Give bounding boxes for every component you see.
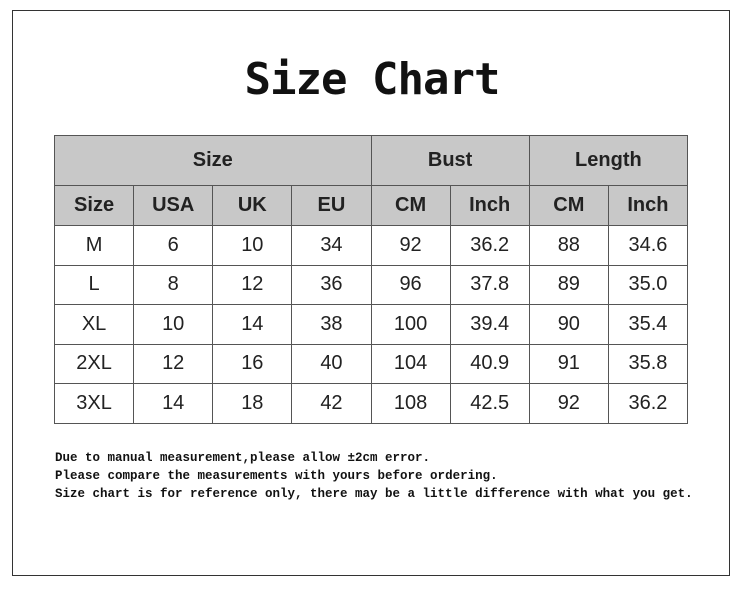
column-header: Inch — [449, 185, 530, 226]
table-cell: 104 — [370, 343, 451, 384]
table-cell: 38 — [291, 304, 372, 345]
column-header: USA — [133, 185, 214, 226]
table-cell: 92 — [528, 383, 609, 424]
table-cell: 34 — [291, 225, 372, 266]
table-cell: 40 — [291, 343, 372, 384]
notes: Due to manual measurement,please allow ±… — [55, 449, 693, 503]
table-row: L 8 12 36 96 37.8 89 35.0 — [53, 264, 689, 305]
column-header: CM — [370, 185, 451, 226]
group-header-size: Size — [54, 135, 372, 186]
table-cell: 36.2 — [449, 225, 530, 266]
sub-header-row: Size USA UK EU CM Inch CM Inch — [53, 185, 689, 226]
table-cell: M — [53, 225, 135, 266]
table-cell: 91 — [528, 343, 609, 384]
table-cell: 42.5 — [449, 383, 530, 424]
column-header: UK — [212, 185, 293, 226]
table-row: XL 10 14 38 100 39.4 90 35.4 — [53, 304, 689, 345]
table-cell: 10 — [212, 225, 293, 266]
table-cell: 100 — [370, 304, 451, 345]
table-cell: 35.8 — [607, 343, 689, 384]
group-header-row: Size Bust Length — [54, 135, 689, 186]
table-row: 3XL 14 18 42 108 42.5 92 36.2 — [53, 383, 689, 424]
table-cell: 35.4 — [607, 304, 689, 345]
note-line: Size chart is for reference only, there … — [55, 487, 693, 501]
page-title: Size Chart — [244, 54, 501, 105]
table-cell: 37.8 — [449, 264, 530, 305]
table-cell: 16 — [212, 343, 293, 384]
table-cell: 6 — [133, 225, 214, 266]
note-line: Due to manual measurement,please allow ±… — [55, 451, 431, 465]
table-cell: XL — [53, 304, 135, 345]
group-header-bust: Bust — [370, 135, 530, 186]
column-header: Size — [53, 185, 135, 226]
table-cell: L — [53, 264, 135, 305]
table-row: M 6 10 34 92 36.2 88 34.6 — [53, 225, 689, 266]
table-cell: 36.2 — [607, 383, 689, 424]
table-cell: 89 — [528, 264, 609, 305]
table-cell: 14 — [133, 383, 214, 424]
table-cell: 10 — [133, 304, 214, 345]
table-cell: 39.4 — [449, 304, 530, 345]
table-row: 2XL 12 16 40 104 40.9 91 35.8 — [53, 343, 689, 384]
table-cell: 96 — [370, 264, 451, 305]
table-cell: 14 — [212, 304, 293, 345]
table-cell: 88 — [528, 225, 609, 266]
table-cell: 8 — [133, 264, 214, 305]
table-cell: 35.0 — [607, 264, 689, 305]
table-cell: 34.6 — [607, 225, 689, 266]
note-line: Please compare the measurements with you… — [55, 469, 498, 483]
table-cell: 12 — [212, 264, 293, 305]
table-cell: 18 — [212, 383, 293, 424]
group-header-length: Length — [528, 135, 689, 186]
table-cell: 40.9 — [449, 343, 530, 384]
column-header: CM — [528, 185, 609, 226]
table-cell: 3XL — [53, 383, 135, 424]
table-cell: 90 — [528, 304, 609, 345]
image-frame — [12, 10, 730, 576]
table-cell: 108 — [370, 383, 451, 424]
size-table: Size Bust Length Size USA UK EU CM Inch CM Inch… — [53, 135, 689, 424]
table-cell: 2XL — [53, 343, 135, 384]
table-cell: 12 — [133, 343, 214, 384]
table-cell: 36 — [291, 264, 372, 305]
column-header: EU — [291, 185, 372, 226]
table-cell: 42 — [291, 383, 372, 424]
table-cell: 92 — [370, 225, 451, 266]
column-header: Inch — [607, 185, 689, 226]
